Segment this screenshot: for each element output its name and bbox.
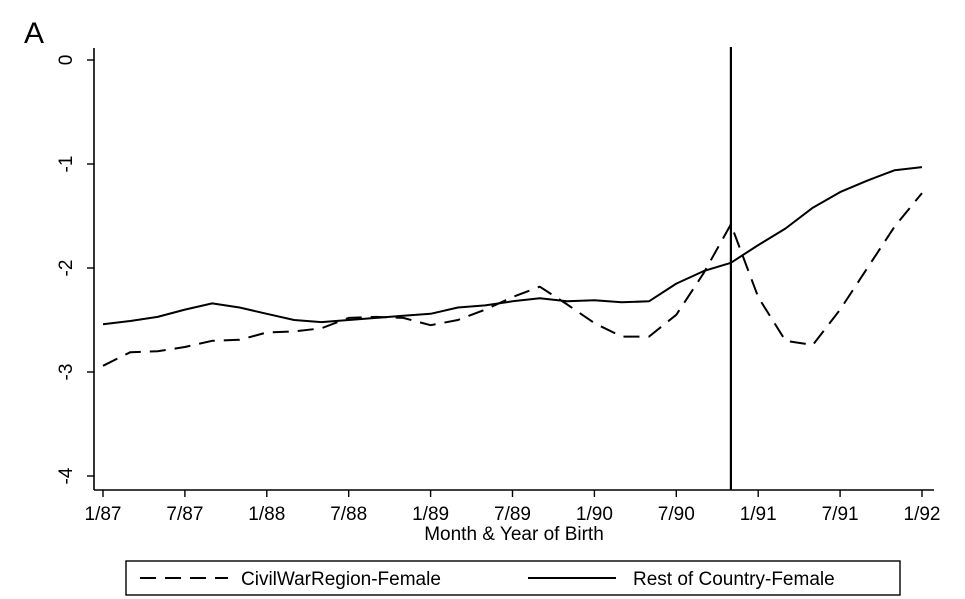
y-tick-label: -3 (56, 364, 77, 381)
y-tick-label: -4 (56, 467, 77, 484)
legend-box (125, 560, 901, 596)
x-axis-title: Month & Year of Birth (424, 524, 604, 545)
x-tick-label: 7/90 (658, 504, 695, 525)
x-tick-label: 1/87 (85, 504, 122, 525)
y-tick-label: -2 (56, 260, 77, 277)
x-tick-label: 7/91 (822, 504, 859, 525)
panel-label: A (24, 17, 44, 50)
legend: CivilWarRegion-Female Rest of Country-Fe… (125, 560, 901, 596)
x-tick-label: 7/87 (166, 504, 203, 525)
x-tick-label: 1/91 (740, 504, 777, 525)
legend-label-civilwar: CivilWarRegion-Female (241, 569, 441, 590)
legend-label-rest: Rest of Country-Female (633, 569, 835, 590)
x-tick-label: 7/88 (330, 504, 367, 525)
x-tick-label: 1/90 (576, 504, 613, 525)
y-tick-label: 0 (56, 55, 77, 66)
x-tick-label: 1/89 (412, 504, 449, 525)
x-tick-label: 1/88 (248, 504, 285, 525)
y-tick-label: -1 (56, 156, 77, 173)
series-line-civilwar (102, 192, 923, 367)
x-tick-label: 1/92 (904, 504, 941, 525)
series-layer (102, 166, 923, 367)
series-line-rest (102, 166, 923, 326)
x-tick-label: 7/89 (494, 504, 531, 525)
x-tick-group: 1/87 7/87 1/88 7/88 1/89 7/89 1/90 7/90 1/91 7/91… (85, 490, 941, 525)
y-tick-group: 0 -1 -2 -3 -4 (56, 55, 94, 484)
